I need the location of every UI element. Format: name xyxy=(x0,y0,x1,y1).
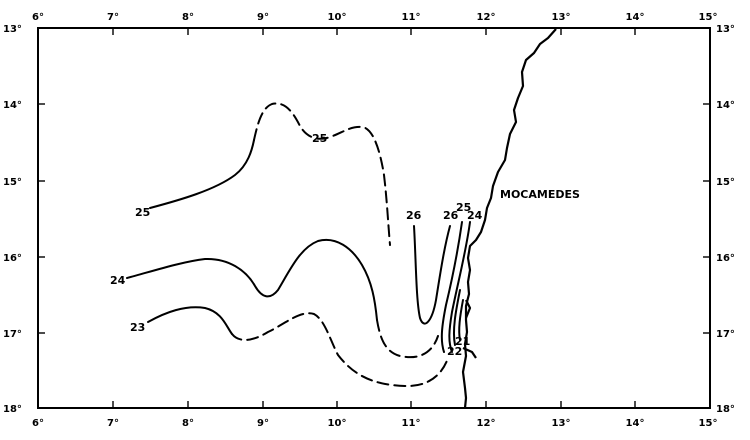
lon-label-top-12: 12° xyxy=(477,12,496,23)
lon-label-bottom-11: 11° xyxy=(402,418,421,429)
lon-label-top-14: 14° xyxy=(626,12,645,23)
lon-label-top-13: 13° xyxy=(552,12,571,23)
isoline-label-22: 22 xyxy=(447,345,462,358)
left-ticks xyxy=(38,103,45,334)
top-ticks xyxy=(112,28,636,35)
isoline-label-25-upper: 25 xyxy=(312,132,327,145)
lat-label-left-13: 13° xyxy=(3,24,22,35)
lon-label-bottom-6: 6° xyxy=(32,418,44,429)
lon-label-top-11: 11° xyxy=(402,12,421,23)
lat-label-right-14: 14° xyxy=(716,100,735,111)
isoline-23-dashed xyxy=(231,312,449,388)
isoline-label-21: 21 xyxy=(455,335,470,348)
map-frame xyxy=(37,27,711,409)
lon-labels-bottom: 6° 7° 8° 9° 10° 11° 12° 13° 14° 15° xyxy=(32,418,717,429)
lon-label-top-6: 6° xyxy=(32,12,44,23)
lat-label-right-13: 13° xyxy=(716,24,735,35)
place-label-mocamedes: MOCAMEDES xyxy=(500,188,580,201)
isoline-22 xyxy=(452,289,461,346)
isoline-25-coastal xyxy=(440,221,463,353)
lon-label-bottom-7: 7° xyxy=(107,418,119,429)
isoline-26 xyxy=(413,225,451,325)
lat-label-left-14: 14° xyxy=(3,100,22,111)
lon-label-bottom-8: 8° xyxy=(182,418,194,429)
isoline-25-upper-dashed xyxy=(253,102,391,246)
lat-label-left-15: 15° xyxy=(3,177,22,188)
lon-label-top-15: 15° xyxy=(699,12,718,23)
isoline-24-dashed xyxy=(376,319,439,359)
isoline-23-solid xyxy=(147,306,233,335)
lon-label-bottom-9: 9° xyxy=(257,418,269,429)
lon-label-bottom-10: 10° xyxy=(328,418,347,429)
lat-label-right-16: 16° xyxy=(716,253,735,264)
isoline-label-24-coastal: 24 xyxy=(467,209,483,222)
lon-label-bottom-13: 13° xyxy=(552,418,571,429)
lat-label-right-17: 17° xyxy=(716,329,735,340)
lon-labels-top: 6° 7° 8° 9° 10° 11° 12° 13° 14° 15° xyxy=(32,12,717,23)
isoline-label-26-b: 26 xyxy=(443,209,459,222)
lon-label-top-10: 10° xyxy=(328,12,347,23)
coastline xyxy=(461,28,557,409)
lon-label-bottom-15: 15° xyxy=(699,418,718,429)
lat-label-left-17: 17° xyxy=(3,329,22,340)
isoline-21 xyxy=(458,299,464,341)
lon-label-top-8: 8° xyxy=(182,12,194,23)
bottom-ticks xyxy=(112,401,636,408)
lat-label-right-18: 18° xyxy=(716,404,735,415)
isoline-label-26-a: 26 xyxy=(406,209,422,222)
isoline-24-coastal xyxy=(448,221,471,353)
isoline-24-solid xyxy=(126,238,378,321)
lat-label-left-16: 16° xyxy=(3,253,22,264)
lat-labels-left: 13° 14° 15° 16° 17° 18° xyxy=(3,24,22,415)
lat-label-left-18: 18° xyxy=(3,404,22,415)
isoline-label-25-left: 25 xyxy=(135,206,150,219)
lon-label-bottom-14: 14° xyxy=(626,418,645,429)
lat-labels-right: 13° 14° 15° 16° 17° 18° xyxy=(716,24,735,415)
isoline-label-23-left: 23 xyxy=(130,321,145,334)
lat-label-right-15: 15° xyxy=(716,177,735,188)
isoline-label-25-coastal: 25 xyxy=(456,201,471,214)
lon-label-bottom-12: 12° xyxy=(477,418,496,429)
isoline-label-24-left: 24 xyxy=(110,274,126,287)
coastline-spit xyxy=(462,299,477,359)
right-ticks xyxy=(703,103,710,334)
isoline-25-upper-solid xyxy=(149,139,255,209)
lon-label-top-7: 7° xyxy=(107,12,119,23)
lon-label-top-9: 9° xyxy=(257,12,269,23)
